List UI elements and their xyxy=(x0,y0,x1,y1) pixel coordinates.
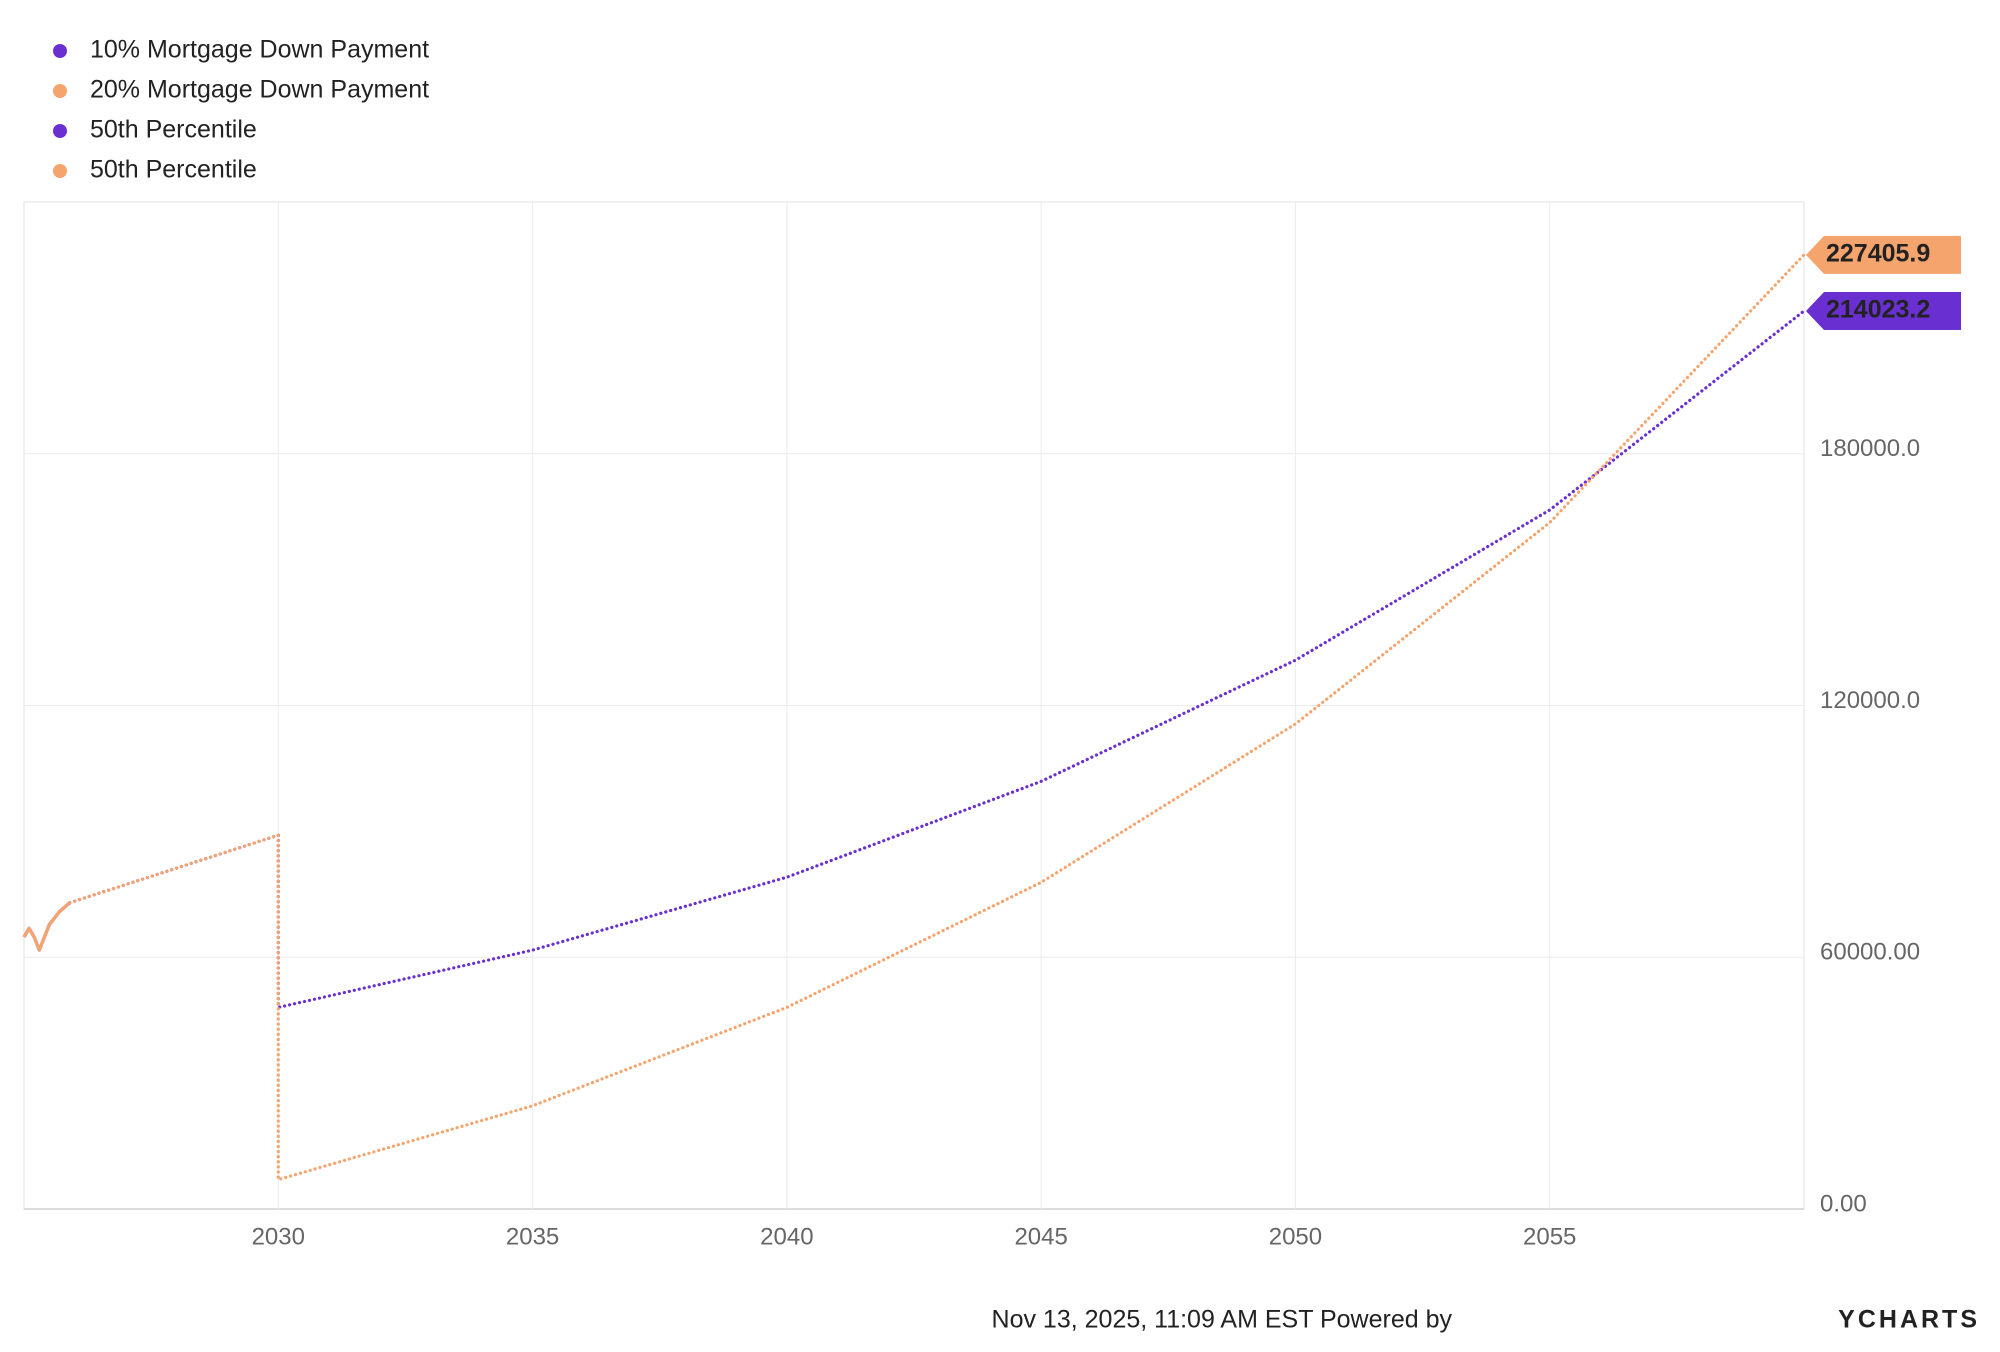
y-tick-label: 60000.00 xyxy=(1820,939,1920,966)
series-line xyxy=(68,253,1806,1182)
end-label: 214023.2 xyxy=(1826,296,1930,324)
series-line xyxy=(68,309,1806,1009)
y-tick-label: 120000.0 xyxy=(1820,687,1920,714)
x-tick-label: 2030 xyxy=(252,1223,305,1250)
end-label-box xyxy=(1806,291,1961,330)
legend-label: 20% Mortgage Down Payment xyxy=(90,76,429,104)
x-tick-label: 2040 xyxy=(760,1223,813,1250)
brand: YCHARTS xyxy=(1838,1306,1980,1334)
end-label: 227405.9 xyxy=(1826,239,1930,267)
legend-label: 50th Percentile xyxy=(90,116,257,144)
legend-marker xyxy=(53,124,67,138)
legend-label: 10% Mortgage Down Payment xyxy=(90,36,429,64)
x-tick-label: 2050 xyxy=(1269,1223,1322,1250)
legend-label: 50th Percentile xyxy=(90,156,257,184)
y-tick-label: 0.00 xyxy=(1820,1190,1867,1217)
x-tick-label: 2045 xyxy=(1014,1223,1067,1250)
legend-marker xyxy=(53,164,67,178)
x-tick-label: 2035 xyxy=(506,1223,559,1250)
legend-marker xyxy=(53,84,67,98)
legend-marker xyxy=(53,44,67,58)
end-label-box xyxy=(1806,235,1961,274)
series-line xyxy=(22,901,71,952)
y-tick-label: 180000.0 xyxy=(1820,435,1920,462)
x-tick-label: 2055 xyxy=(1523,1223,1576,1250)
timestamp: Nov 13, 2025, 11:09 AM EST Powered by xyxy=(992,1306,1453,1334)
